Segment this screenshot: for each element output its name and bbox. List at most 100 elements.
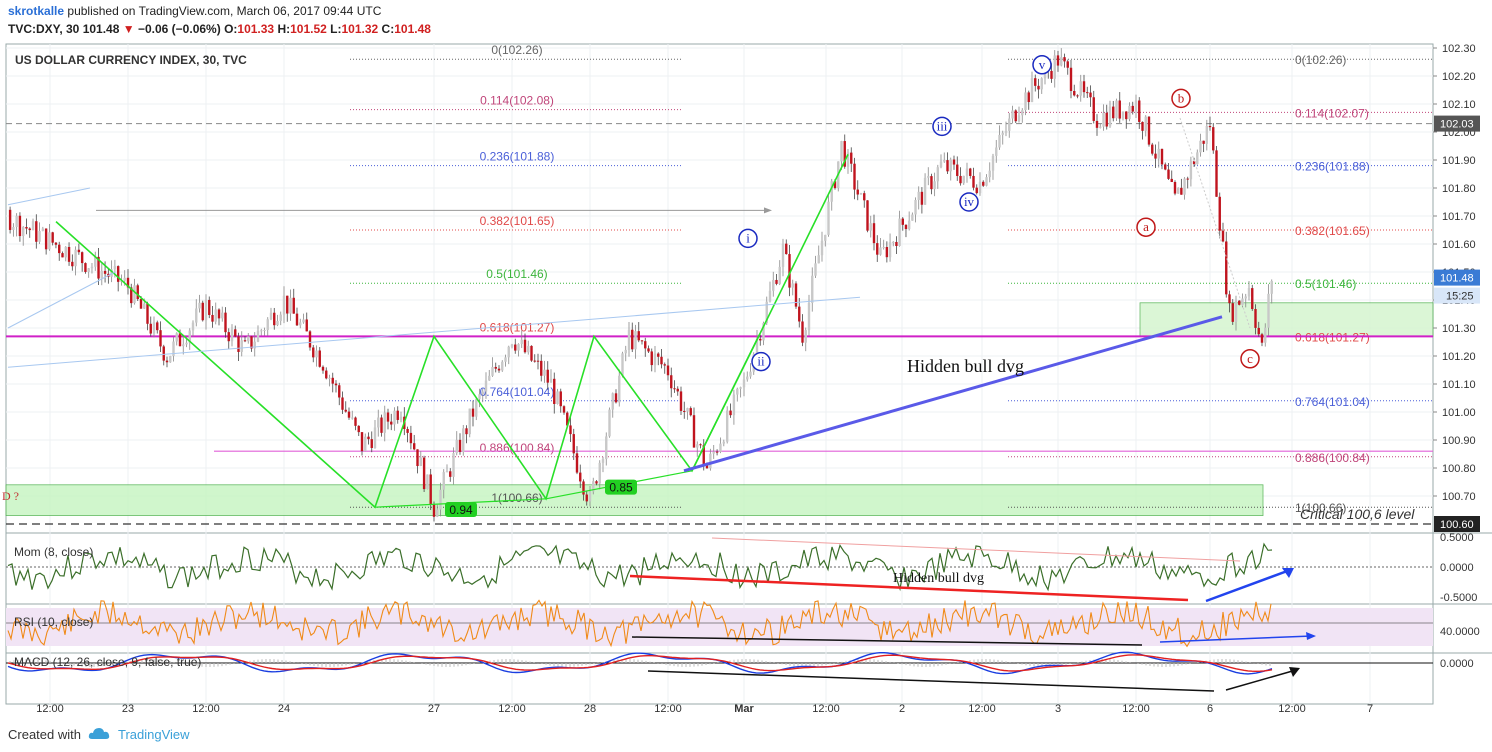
- candle-body: [911, 214, 914, 221]
- candle-body: [126, 277, 130, 288]
- mom-title: Mom (8, close): [14, 545, 93, 559]
- candle-body: [488, 375, 491, 381]
- price-axis[interactable]: 102.30102.20102.10102.00101.90101.80101.…: [1433, 43, 1480, 670]
- candle-body: [8, 209, 12, 230]
- candle-body: [1001, 132, 1004, 135]
- fib-left-label: 0.886(100.84): [480, 441, 555, 455]
- fib-left-label: 0.114(102.08): [480, 94, 554, 108]
- mom-arrow-head: [1282, 568, 1294, 578]
- candle-body: [51, 232, 54, 243]
- candle-body: [328, 377, 331, 379]
- candle-body: [12, 227, 15, 230]
- candle-body: [305, 319, 308, 332]
- candle-body: [657, 353, 660, 357]
- candle-body: [28, 228, 31, 231]
- candle-body: [798, 306, 801, 322]
- hidden-bull-trendline: [683, 315, 1223, 473]
- price-tick-label: 101.10: [1442, 379, 1476, 391]
- candle-body: [732, 394, 736, 416]
- candle-body: [390, 421, 393, 425]
- candle-body: [1164, 164, 1167, 170]
- candle-body: [820, 240, 824, 256]
- candle-body: [933, 181, 936, 190]
- candle-body: [1008, 118, 1011, 131]
- candle-body: [653, 353, 657, 366]
- candle-body: [84, 263, 87, 272]
- candle-body: [230, 329, 234, 342]
- candle-body: [930, 176, 933, 190]
- candle-body: [1257, 327, 1260, 335]
- candle-body: [462, 428, 465, 452]
- price-tick-label: 101.60: [1442, 239, 1476, 251]
- author-link[interactable]: skrotkalle: [8, 4, 65, 18]
- candle-body: [325, 370, 328, 379]
- candle-body: [523, 339, 527, 353]
- candle-body: [211, 314, 214, 322]
- candle-body: [1115, 100, 1118, 119]
- high-label: H:: [277, 22, 291, 36]
- time-tick-label: 7: [1367, 703, 1373, 715]
- candle-body: [866, 200, 869, 231]
- rsi-divergence-blue-arrow: [1159, 635, 1313, 643]
- candle-body: [208, 299, 211, 315]
- candle-body: [595, 481, 598, 484]
- candle-body: [995, 147, 998, 156]
- candle-body: [77, 249, 81, 253]
- time-tick-label: Mar: [734, 703, 754, 715]
- open-label: O:: [224, 22, 238, 36]
- candle-body: [956, 164, 959, 176]
- candle-body: [67, 246, 71, 262]
- chart-title: US DOLLAR CURRENCY INDEX, 30, TVC: [15, 53, 247, 67]
- candle-body: [949, 159, 952, 172]
- candle-body: [237, 336, 240, 352]
- wave-circle: [751, 351, 771, 372]
- symbol-quote-line: TVC:DXY, 30 101.48 ▼ −0.06 (−0.06%) O:10…: [8, 22, 431, 36]
- candle-body: [546, 369, 549, 383]
- candle-body: [696, 444, 699, 448]
- candle-body: [214, 309, 217, 322]
- candle-body: [41, 228, 45, 231]
- time-tick-label: 12:00: [968, 703, 996, 715]
- candle-body: [627, 329, 631, 350]
- last-price: 101.48: [82, 22, 120, 36]
- candle-body: [982, 181, 985, 186]
- candle-body: [393, 410, 396, 425]
- candle-body: [1241, 298, 1244, 305]
- candle-body: [846, 152, 850, 167]
- candle-body: [103, 270, 107, 274]
- rsi-divergence-black-line: [631, 636, 1143, 646]
- candle-body: [273, 312, 276, 326]
- candle-body: [35, 221, 38, 242]
- fib-right-label: 0.382(101.65): [1295, 224, 1370, 238]
- candle-body: [914, 200, 917, 215]
- fib-right-label: 0.5(101.46): [1295, 277, 1356, 291]
- candle-body: [1173, 182, 1177, 194]
- candle-body: [1160, 148, 1164, 165]
- candle-body: [644, 341, 647, 349]
- candle-body: [1076, 95, 1079, 97]
- candlestick-series: [8, 48, 1273, 522]
- candle-body: [243, 340, 247, 342]
- candle-body: [269, 312, 273, 320]
- candle-body: [1063, 57, 1066, 62]
- candle-body: [146, 303, 149, 324]
- candle-body: [765, 301, 768, 324]
- chart-canvas[interactable]: 0(102.26) 0.114(102.08) 0.236(101.88) 0.382…: [0, 40, 1492, 716]
- fib-left-label: 0.764(101.04): [480, 385, 555, 399]
- candle-body: [853, 163, 856, 190]
- time-axis[interactable]: 12:00 23 12:00 24 27 12:00 28 12:00 Mar 12:00 2 12:…: [36, 703, 1373, 715]
- candle-body: [422, 457, 426, 490]
- tradingview-brand[interactable]: TradingView: [118, 727, 190, 742]
- ratio-badge: [605, 479, 637, 495]
- tradingview-cloud-icon[interactable]: [88, 725, 112, 744]
- macd-divergence-black-line: [647, 670, 1215, 692]
- symbol: TVC:DXY, 30: [8, 22, 80, 36]
- candle-body: [785, 243, 788, 255]
- candle-body: [507, 346, 510, 358]
- candle-body: [123, 277, 126, 281]
- rsi-arrow-head: [1306, 632, 1316, 640]
- candle-body: [775, 279, 778, 284]
- candle-body: [152, 322, 156, 334]
- candle-body: [562, 406, 566, 413]
- candle-body: [44, 228, 48, 250]
